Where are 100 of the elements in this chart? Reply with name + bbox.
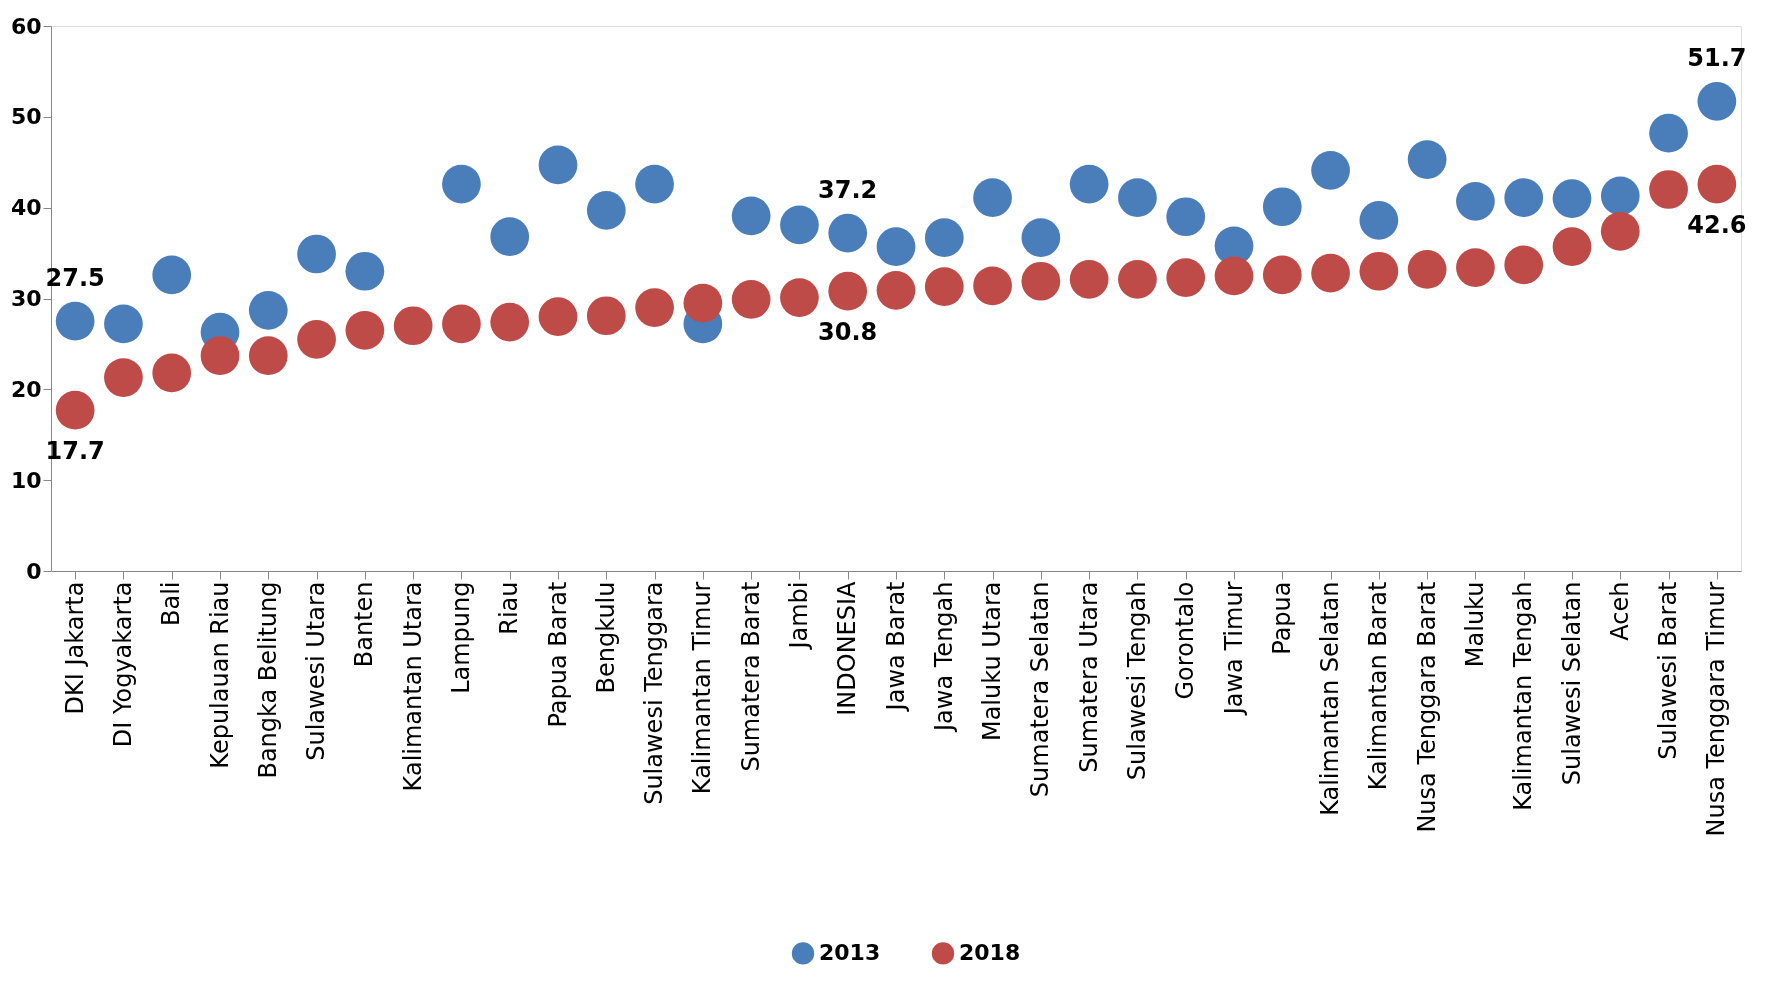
- point: [973, 178, 1012, 217]
- y-tick-label: 50: [10, 104, 42, 130]
- point: [1407, 250, 1447, 289]
- point: [924, 218, 964, 257]
- point: [731, 196, 771, 236]
- point: [780, 205, 819, 245]
- legend-label: 2018: [959, 940, 1021, 966]
- point: [55, 301, 95, 341]
- point: [876, 271, 916, 310]
- point: [345, 251, 385, 291]
- point: [1649, 113, 1688, 153]
- point: [1649, 170, 1688, 209]
- x-tick-label: Sumatera Selatan: [1026, 581, 1055, 798]
- x-tick-label: Nusa Tenggara Timur: [1702, 581, 1731, 837]
- point: [538, 145, 578, 185]
- x-tick-label: Kalimantan Utara: [398, 581, 427, 792]
- x-tick-label: DI Yogyakarta: [108, 581, 137, 748]
- point: [1407, 140, 1447, 179]
- y-tick-label: 0: [26, 558, 42, 584]
- point: [200, 336, 240, 376]
- point: [1262, 255, 1302, 295]
- point: [635, 288, 674, 327]
- x-tick-label: Maluku Utara: [978, 581, 1007, 742]
- point: [973, 266, 1012, 306]
- point: [1021, 218, 1061, 257]
- point: [442, 304, 481, 344]
- x-tick-label: DKI Jakarta: [60, 581, 89, 715]
- point: [1118, 178, 1157, 217]
- point: [683, 283, 723, 323]
- point: [828, 271, 868, 311]
- x-tick-label: Jambi: [784, 581, 813, 651]
- x-tick-label: Bengkulu: [591, 581, 620, 694]
- point: [345, 310, 385, 350]
- x-tick-label: Nusa Tenggara Barat: [1412, 581, 1441, 833]
- x-tick-label: INDONESIA: [833, 580, 862, 716]
- point: [104, 304, 143, 344]
- point: [1456, 181, 1495, 221]
- point: [442, 164, 481, 204]
- point: [248, 290, 288, 330]
- point: [1262, 187, 1302, 227]
- point: [731, 280, 771, 319]
- point: [1311, 253, 1350, 293]
- y-tick-label: 30: [10, 286, 42, 311]
- point: [248, 336, 288, 376]
- x-tick-label: Kalimantan Selatan: [1316, 581, 1345, 816]
- legend-label: 2013: [819, 940, 881, 966]
- point: [1456, 248, 1495, 287]
- point: [393, 306, 433, 346]
- point: [1166, 258, 1206, 297]
- point: [1166, 197, 1206, 237]
- point: [1069, 164, 1109, 204]
- point: [1359, 251, 1399, 291]
- point: [586, 191, 626, 230]
- point: [297, 234, 336, 274]
- point: [876, 227, 916, 267]
- x-tick-label: Jawa Tengah: [929, 581, 958, 733]
- x-tick-label: Gorontalo: [1171, 581, 1200, 700]
- point: [780, 278, 819, 317]
- point: [924, 267, 964, 307]
- y-tick-label: 10: [10, 467, 42, 493]
- x-tick-label: Sulawesi Barat: [1654, 581, 1683, 760]
- point: [1359, 201, 1399, 240]
- point: [1069, 260, 1109, 299]
- point: [635, 164, 674, 204]
- x-tick-label: Banten: [350, 581, 379, 668]
- point: [1600, 176, 1640, 216]
- point: [1214, 256, 1254, 296]
- point: [55, 390, 95, 430]
- x-tick-label: Kalimantan Timur: [688, 581, 717, 795]
- x-tick-label: Sulawesi Tenggara: [640, 581, 669, 805]
- point: [1697, 82, 1737, 121]
- point: [1600, 211, 1640, 251]
- point: [1552, 227, 1592, 267]
- x-tick-label: Kepulauan Riau: [205, 581, 234, 769]
- x-tick-label: Papua Barat: [543, 581, 572, 728]
- point: [586, 296, 626, 336]
- annotation: 51.7: [1687, 44, 1747, 73]
- point: [828, 213, 868, 253]
- annotation: 30.8: [818, 318, 878, 347]
- point: [1697, 164, 1737, 204]
- x-tick-label: Sumatera Utara: [1074, 581, 1103, 773]
- point: [1504, 245, 1544, 285]
- point: [152, 255, 192, 295]
- point: [1118, 260, 1157, 299]
- x-tick-label: Sulawesi Utara: [302, 581, 331, 761]
- annotation: 17.7: [45, 437, 105, 466]
- point: [1311, 151, 1350, 190]
- x-tick-label: Sulawesi Tengah: [1122, 581, 1151, 781]
- point: [1504, 178, 1544, 217]
- x-tick-label: Bangka Belitung: [253, 581, 282, 779]
- x-tick-label: Sulawesi Selatan: [1557, 581, 1586, 786]
- point: [1552, 179, 1592, 218]
- point: [297, 320, 336, 359]
- point: [490, 302, 530, 342]
- x-tick-label: Aceh: [1605, 581, 1634, 641]
- annotation: 37.2: [818, 176, 878, 205]
- y-tick-label: 20: [10, 376, 42, 402]
- x-tick-label: Bali: [157, 581, 186, 627]
- y-tick-label: 40: [10, 195, 42, 221]
- y-tick-label: 60: [10, 13, 42, 39]
